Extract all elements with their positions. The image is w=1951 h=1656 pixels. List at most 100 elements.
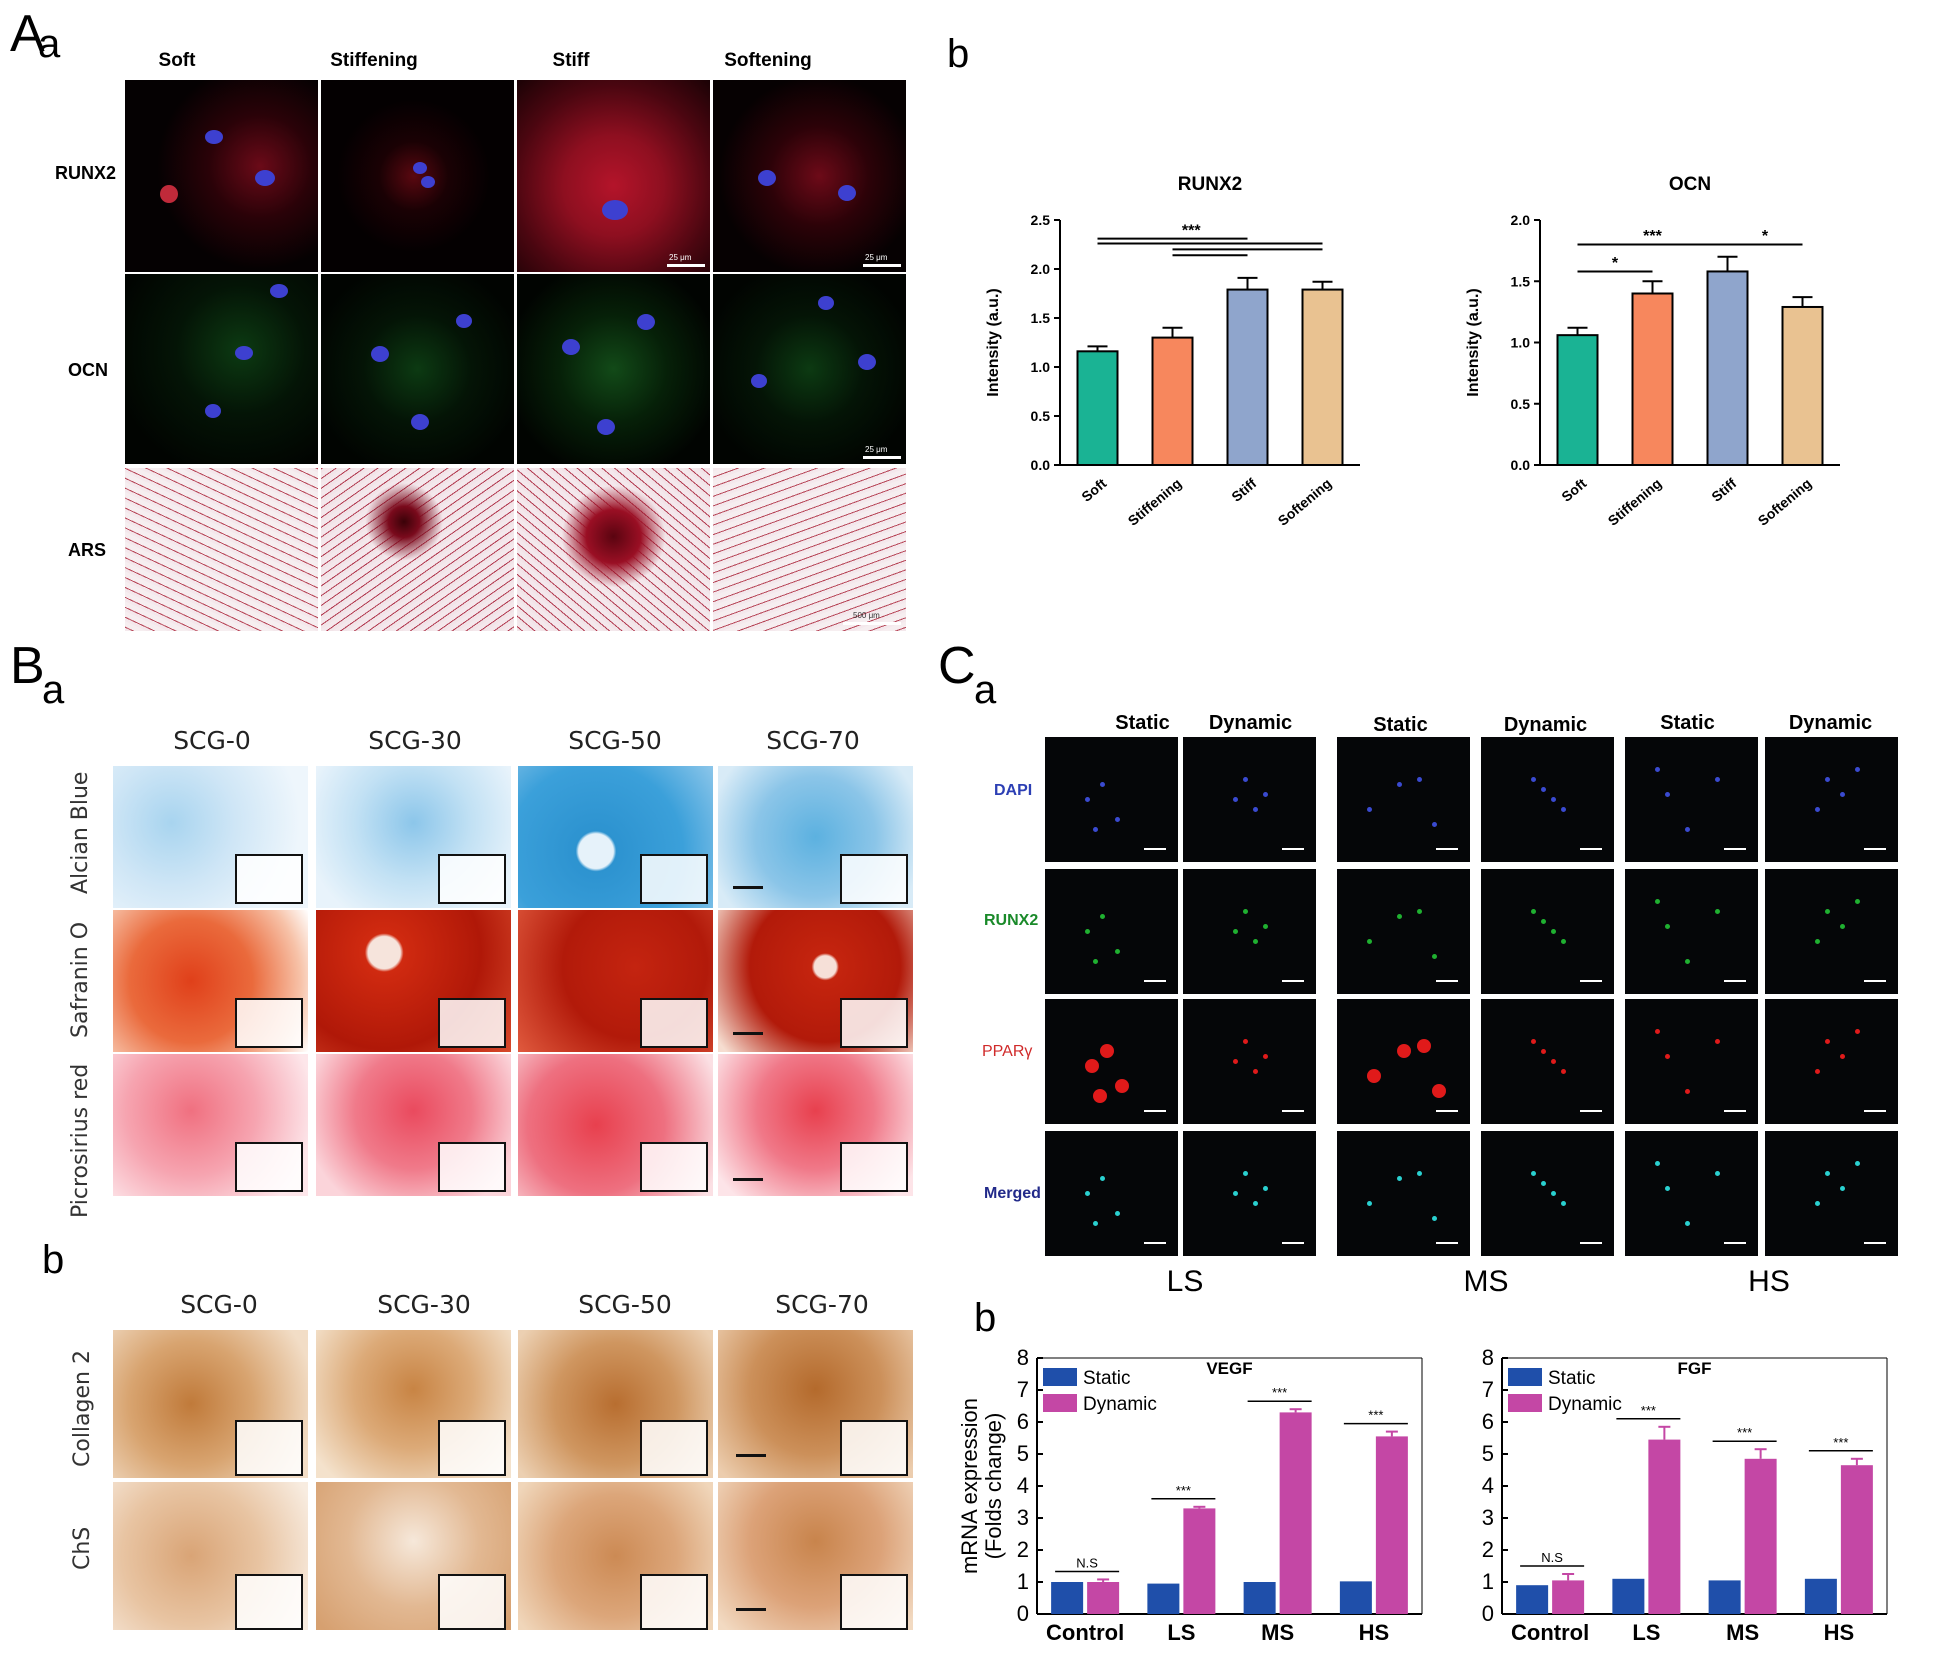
annotation-sig: ***: [1272, 1385, 1287, 1400]
col-head-soft: Soft: [158, 50, 196, 71]
cell-signal-dot: [1541, 1049, 1546, 1054]
cell-signal-dot: [1263, 924, 1268, 929]
legend-label-dynamic: Dynamic: [1548, 1394, 1622, 1415]
c-col-dynamic-ls: Dynamic: [1208, 712, 1293, 734]
cell-signal-dot: [1115, 1211, 1120, 1216]
annotation-sig: N.S: [1076, 1555, 1098, 1570]
y-tick-label: 2.0: [1031, 261, 1051, 277]
chart-ocn: OCN 0.0 0.5 1.0 1.5 2.0 Intensity (a.u.) Soft St…: [1465, 174, 1840, 529]
image-runx2-stiff: 25 μm: [517, 80, 710, 272]
panel-b-sub-b: b: [42, 1238, 65, 1282]
c-row-ppar: PPARγ: [982, 1043, 1033, 1060]
cell-signal-dot: [1855, 1029, 1860, 1034]
y-tick-label: 8: [1482, 1345, 1494, 1370]
scale-bar: [1144, 848, 1166, 850]
c-col-static-ls: Static: [1115, 712, 1170, 734]
bar-soft: [1076, 350, 1119, 467]
fluorescence-cell: [1045, 1131, 1178, 1256]
image-col2-scg50: [518, 1330, 713, 1478]
cell-signal-dot: [1551, 929, 1556, 934]
cell-signal-dot: [1561, 1201, 1566, 1206]
cell-signal-dot: [1417, 909, 1422, 914]
cell-signal-dot: [1243, 777, 1248, 782]
cell-signal-dot: [1100, 1044, 1114, 1058]
legend-swatch-dynamic: [1043, 1394, 1077, 1412]
bar-static-ms: [1243, 1582, 1276, 1614]
cell-signal-dot: [1093, 1221, 1098, 1226]
cell-signal-dot: [1561, 807, 1566, 812]
row-head-ars: ARS: [68, 540, 107, 560]
col-head-stiff: Stiff: [552, 50, 590, 71]
x-tick-label: LS: [1167, 1620, 1195, 1645]
bar-dynamic-hs: [1375, 1436, 1408, 1614]
y-tick-label: 4: [1482, 1473, 1494, 1498]
fluorescence-cell: [1045, 869, 1178, 994]
annotation-sig: ***: [1737, 1425, 1752, 1440]
y-tick-label: 1: [1482, 1569, 1494, 1594]
fluorescence-cell: [1183, 999, 1316, 1124]
cell-signal-dot: [1685, 1089, 1690, 1094]
bb-row-collagen2: Collagen 2: [70, 1350, 95, 1467]
annotation-sig: ***: [1368, 1408, 1383, 1423]
group-label-ms: MS: [1463, 1265, 1509, 1298]
legend-swatch-static: [1043, 1368, 1077, 1386]
c-col-dynamic-ms: Dynamic: [1503, 714, 1588, 736]
image-ars-stiffening: [321, 468, 514, 631]
chart-vegf: VEGF 0 1 2 3 4 5 6 7 8 mRNA expression (Folds chang…: [957, 1345, 1423, 1645]
fluorescence-cell: [1625, 999, 1758, 1124]
cell-signal-dot: [1432, 954, 1437, 959]
x-tick-label: Control: [1511, 1620, 1589, 1645]
c-col-static-hs: Static: [1660, 712, 1715, 734]
cell-signal-dot: [1531, 909, 1536, 914]
cell-signal-dot: [1085, 797, 1090, 802]
legend-swatch-dynamic: [1508, 1394, 1542, 1412]
bar-dynamic-control: [1552, 1580, 1585, 1614]
scale-bar: [1864, 848, 1886, 850]
group-label-ls: LS: [1166, 1265, 1204, 1298]
cell-signal-dot: [1665, 792, 1670, 797]
panel-c-sub-b: b: [974, 1296, 997, 1340]
image-safranin-scg70: [718, 910, 913, 1052]
cell-signal-dot: [1397, 1176, 1402, 1181]
x-tick-label: Control: [1046, 1620, 1124, 1645]
bb-row-chs: ChS: [70, 1526, 95, 1570]
cell-signal-dot: [1243, 1171, 1248, 1176]
y-tick-label: 2: [1482, 1537, 1494, 1562]
cell-signal-dot: [1243, 1039, 1248, 1044]
cell-signal-dot: [1085, 1059, 1099, 1073]
cell-signal-dot: [1840, 1054, 1845, 1059]
cell-signal-dot: [1840, 924, 1845, 929]
scale-label-ocn: 25 μm: [865, 445, 888, 454]
annotation-sig: N.S: [1541, 1550, 1563, 1565]
panel-b-sub-a: a: [42, 668, 65, 712]
x-tick-label: Softening: [1755, 475, 1815, 529]
annotation-sig: ***: [1643, 228, 1662, 245]
scale-bar: [1436, 848, 1458, 850]
annotation-sig: *: [1612, 255, 1619, 272]
image-picro-scg0: [113, 1054, 308, 1196]
cell-signal-dot: [1432, 822, 1437, 827]
x-tick-label: Stiff: [1708, 475, 1739, 505]
c-row-merged: Merged: [984, 1185, 1041, 1202]
y-tick-label: 8: [1017, 1345, 1029, 1370]
cell-signal-dot: [1531, 777, 1536, 782]
x-tick-label: MS: [1726, 1620, 1759, 1645]
fluorescence-cell: [1481, 737, 1614, 862]
fluorescence-cell: [1337, 737, 1470, 862]
image-ocn-soft: [125, 274, 318, 464]
y-tick-label: 1.5: [1031, 310, 1051, 326]
cell-signal-dot: [1655, 1029, 1660, 1034]
bar-stiffening: [1631, 292, 1674, 466]
cell-signal-dot: [1093, 959, 1098, 964]
cell-signal-dot: [1432, 1216, 1437, 1221]
fluorescence-cell: [1625, 869, 1758, 994]
image-runx2-softening: 25 μm: [713, 80, 906, 272]
cell-signal-dot: [1855, 899, 1860, 904]
cell-signal-dot: [1655, 1161, 1660, 1166]
scale-bar: [1436, 1242, 1458, 1244]
legend-label-static: Static: [1083, 1368, 1131, 1389]
scale-bar: [1580, 980, 1602, 982]
image-safranin-scg50: [518, 910, 713, 1052]
fluorescence-cell: [1045, 737, 1178, 862]
image-safranin-scg30: [316, 910, 511, 1052]
